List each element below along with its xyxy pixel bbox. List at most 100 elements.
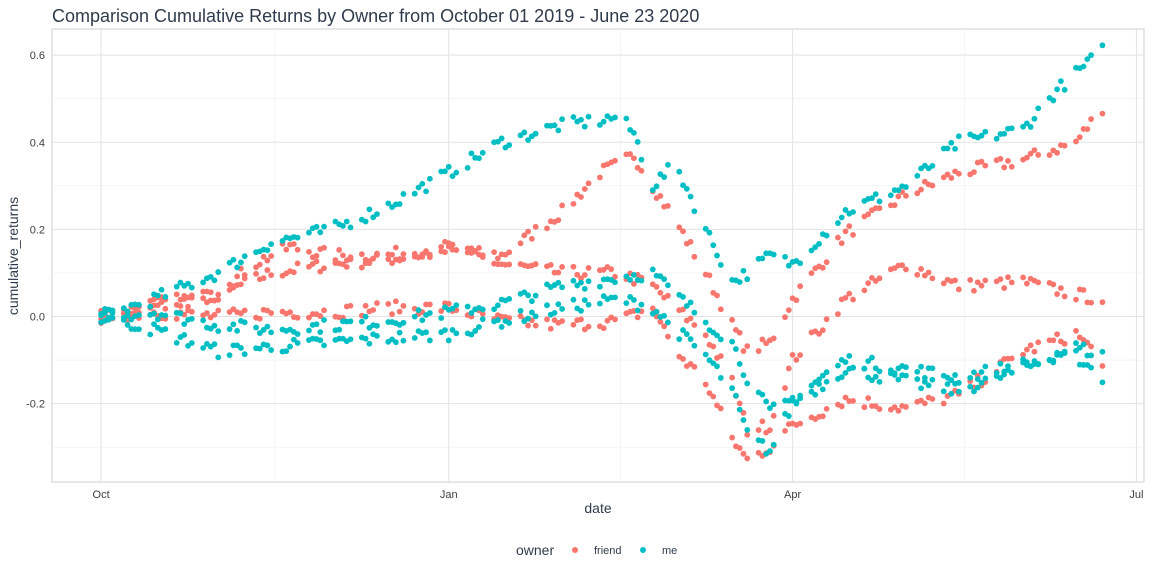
point-friend	[1073, 296, 1079, 303]
point-friend	[256, 261, 263, 268]
point-me	[665, 161, 671, 168]
point-me	[151, 310, 157, 317]
point-friend	[982, 277, 989, 284]
y-axis-title: cumulative_returns	[5, 197, 21, 315]
point-friend	[665, 333, 671, 340]
point-friend	[630, 281, 637, 287]
y-tick-label: 0.4	[30, 137, 45, 149]
point-friend	[797, 283, 804, 290]
point-me	[661, 174, 668, 180]
point-me	[733, 392, 739, 399]
point-me	[974, 384, 981, 391]
point-friend	[419, 253, 426, 260]
point-me	[952, 380, 958, 387]
point-me	[559, 284, 566, 291]
point-me	[370, 214, 377, 221]
point-friend	[665, 202, 671, 209]
point-me	[600, 118, 607, 125]
point-friend	[241, 307, 248, 314]
point-me	[816, 381, 822, 387]
point-friend	[204, 310, 210, 316]
point-friend	[657, 289, 664, 296]
point-friend	[525, 228, 531, 235]
point-me	[869, 377, 875, 384]
point-friend	[1023, 280, 1030, 287]
point-friend	[903, 404, 909, 410]
point-me	[1080, 63, 1087, 70]
point-friend	[268, 310, 275, 316]
point-friend	[638, 167, 645, 174]
point-friend	[914, 190, 921, 197]
point-me	[680, 293, 686, 300]
point-me	[468, 150, 475, 157]
point-friend	[971, 287, 977, 294]
point-friend	[691, 322, 698, 328]
point-friend	[842, 228, 849, 235]
point-friend	[793, 297, 800, 304]
point-me	[442, 327, 448, 334]
point-friend	[1027, 150, 1034, 157]
point-me	[638, 277, 645, 284]
point-friend	[200, 288, 207, 295]
point-friend	[706, 390, 713, 397]
point-me	[294, 234, 301, 241]
point-friend	[287, 309, 293, 316]
point-me	[464, 303, 471, 310]
point-friend	[1008, 163, 1015, 170]
point-me	[347, 318, 354, 325]
point-me	[921, 378, 928, 385]
point-me	[736, 406, 743, 413]
point-me	[676, 336, 683, 343]
point-me	[808, 247, 815, 254]
point-me	[449, 327, 456, 333]
point-me	[861, 365, 868, 372]
point-me	[442, 168, 448, 175]
point-friend	[865, 395, 872, 401]
point-me	[585, 301, 592, 308]
point-me	[200, 317, 207, 324]
legend-label-friend: friend	[594, 545, 622, 557]
point-me	[691, 208, 698, 215]
point-me	[532, 292, 539, 299]
point-me	[835, 220, 841, 226]
point-me	[687, 299, 694, 306]
point-me	[869, 195, 875, 202]
point-me	[415, 184, 422, 191]
point-me	[842, 207, 849, 213]
point-me	[714, 332, 720, 339]
point-me	[952, 145, 958, 152]
point-me	[317, 329, 324, 336]
point-friend	[918, 186, 924, 193]
point-me	[812, 391, 819, 398]
point-friend	[876, 275, 883, 282]
point-me	[517, 307, 524, 314]
point-friend	[744, 431, 751, 438]
point-me	[411, 313, 418, 320]
point-me	[313, 223, 320, 230]
point-me	[797, 395, 804, 402]
point-me	[411, 335, 418, 341]
point-me	[714, 252, 720, 259]
point-me	[649, 266, 656, 273]
point-me	[929, 365, 936, 372]
point-friend	[260, 275, 267, 282]
point-friend	[585, 323, 592, 330]
point-me	[268, 329, 275, 336]
point-me	[770, 251, 777, 258]
point-friend	[899, 262, 906, 269]
point-me	[449, 173, 456, 180]
point-me	[872, 191, 879, 198]
point-me	[181, 321, 188, 328]
point-friend	[612, 157, 618, 164]
point-friend	[177, 303, 184, 309]
point-me	[294, 340, 301, 346]
point-me	[173, 339, 180, 346]
point-me	[974, 376, 981, 382]
point-friend	[544, 225, 550, 232]
point-me	[426, 310, 433, 316]
point-me	[612, 114, 618, 121]
point-friend	[321, 307, 327, 314]
point-friend	[343, 264, 350, 270]
point-friend	[517, 313, 524, 319]
point-me	[914, 172, 921, 179]
